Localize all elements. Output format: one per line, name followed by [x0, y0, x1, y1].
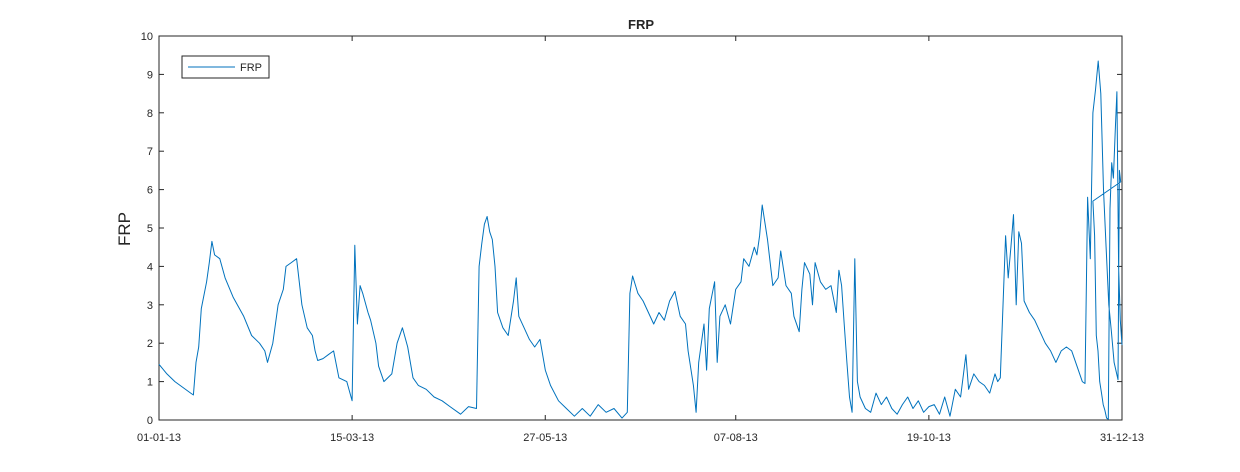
legend-label-frp: FRP — [240, 62, 262, 74]
legend[interactable]: FRP — [181, 55, 270, 79]
chart-title: FRP — [628, 17, 654, 32]
x-tick-label: 19-10-13 — [907, 432, 951, 444]
y-tick-label: 10 — [141, 31, 153, 43]
y-tick-label: 3 — [147, 300, 153, 312]
y-tick-label: 4 — [147, 261, 153, 273]
y-tick-label: 9 — [147, 69, 153, 81]
x-tick-label: 31-12-13 — [1100, 432, 1144, 444]
x-tick-label: 01-01-13 — [137, 432, 181, 444]
series-line-frp — [158, 60, 1123, 420]
x-tick-label: 27-05-13 — [523, 432, 567, 444]
y-axis-ticks: 0 1 2 3 4 5 6 7 8 9 10 — [141, 31, 1122, 427]
y-tick-label: 5 — [147, 223, 153, 235]
y-tick-label: 7 — [147, 146, 153, 158]
y-tick-label: 6 — [147, 185, 153, 197]
x-tick-label: 07-08-13 — [714, 432, 758, 444]
y-tick-label: 0 — [147, 415, 153, 427]
y-tick-label: 8 — [147, 108, 153, 120]
y-axis-label: FRP — [115, 212, 134, 246]
plot-area: 0 1 2 3 4 5 6 7 8 9 10 01-01-13 15-03-13 27-05-13 07-… — [137, 31, 1144, 444]
axes-box — [158, 35, 1123, 421]
y-tick-label: 2 — [147, 338, 153, 350]
y-tick-label: 1 — [147, 377, 153, 389]
x-axis-ticks: 01-01-13 15-03-13 27-05-13 07-08-13 19-10-13… — [137, 36, 1144, 444]
x-tick-label: 15-03-13 — [330, 432, 374, 444]
